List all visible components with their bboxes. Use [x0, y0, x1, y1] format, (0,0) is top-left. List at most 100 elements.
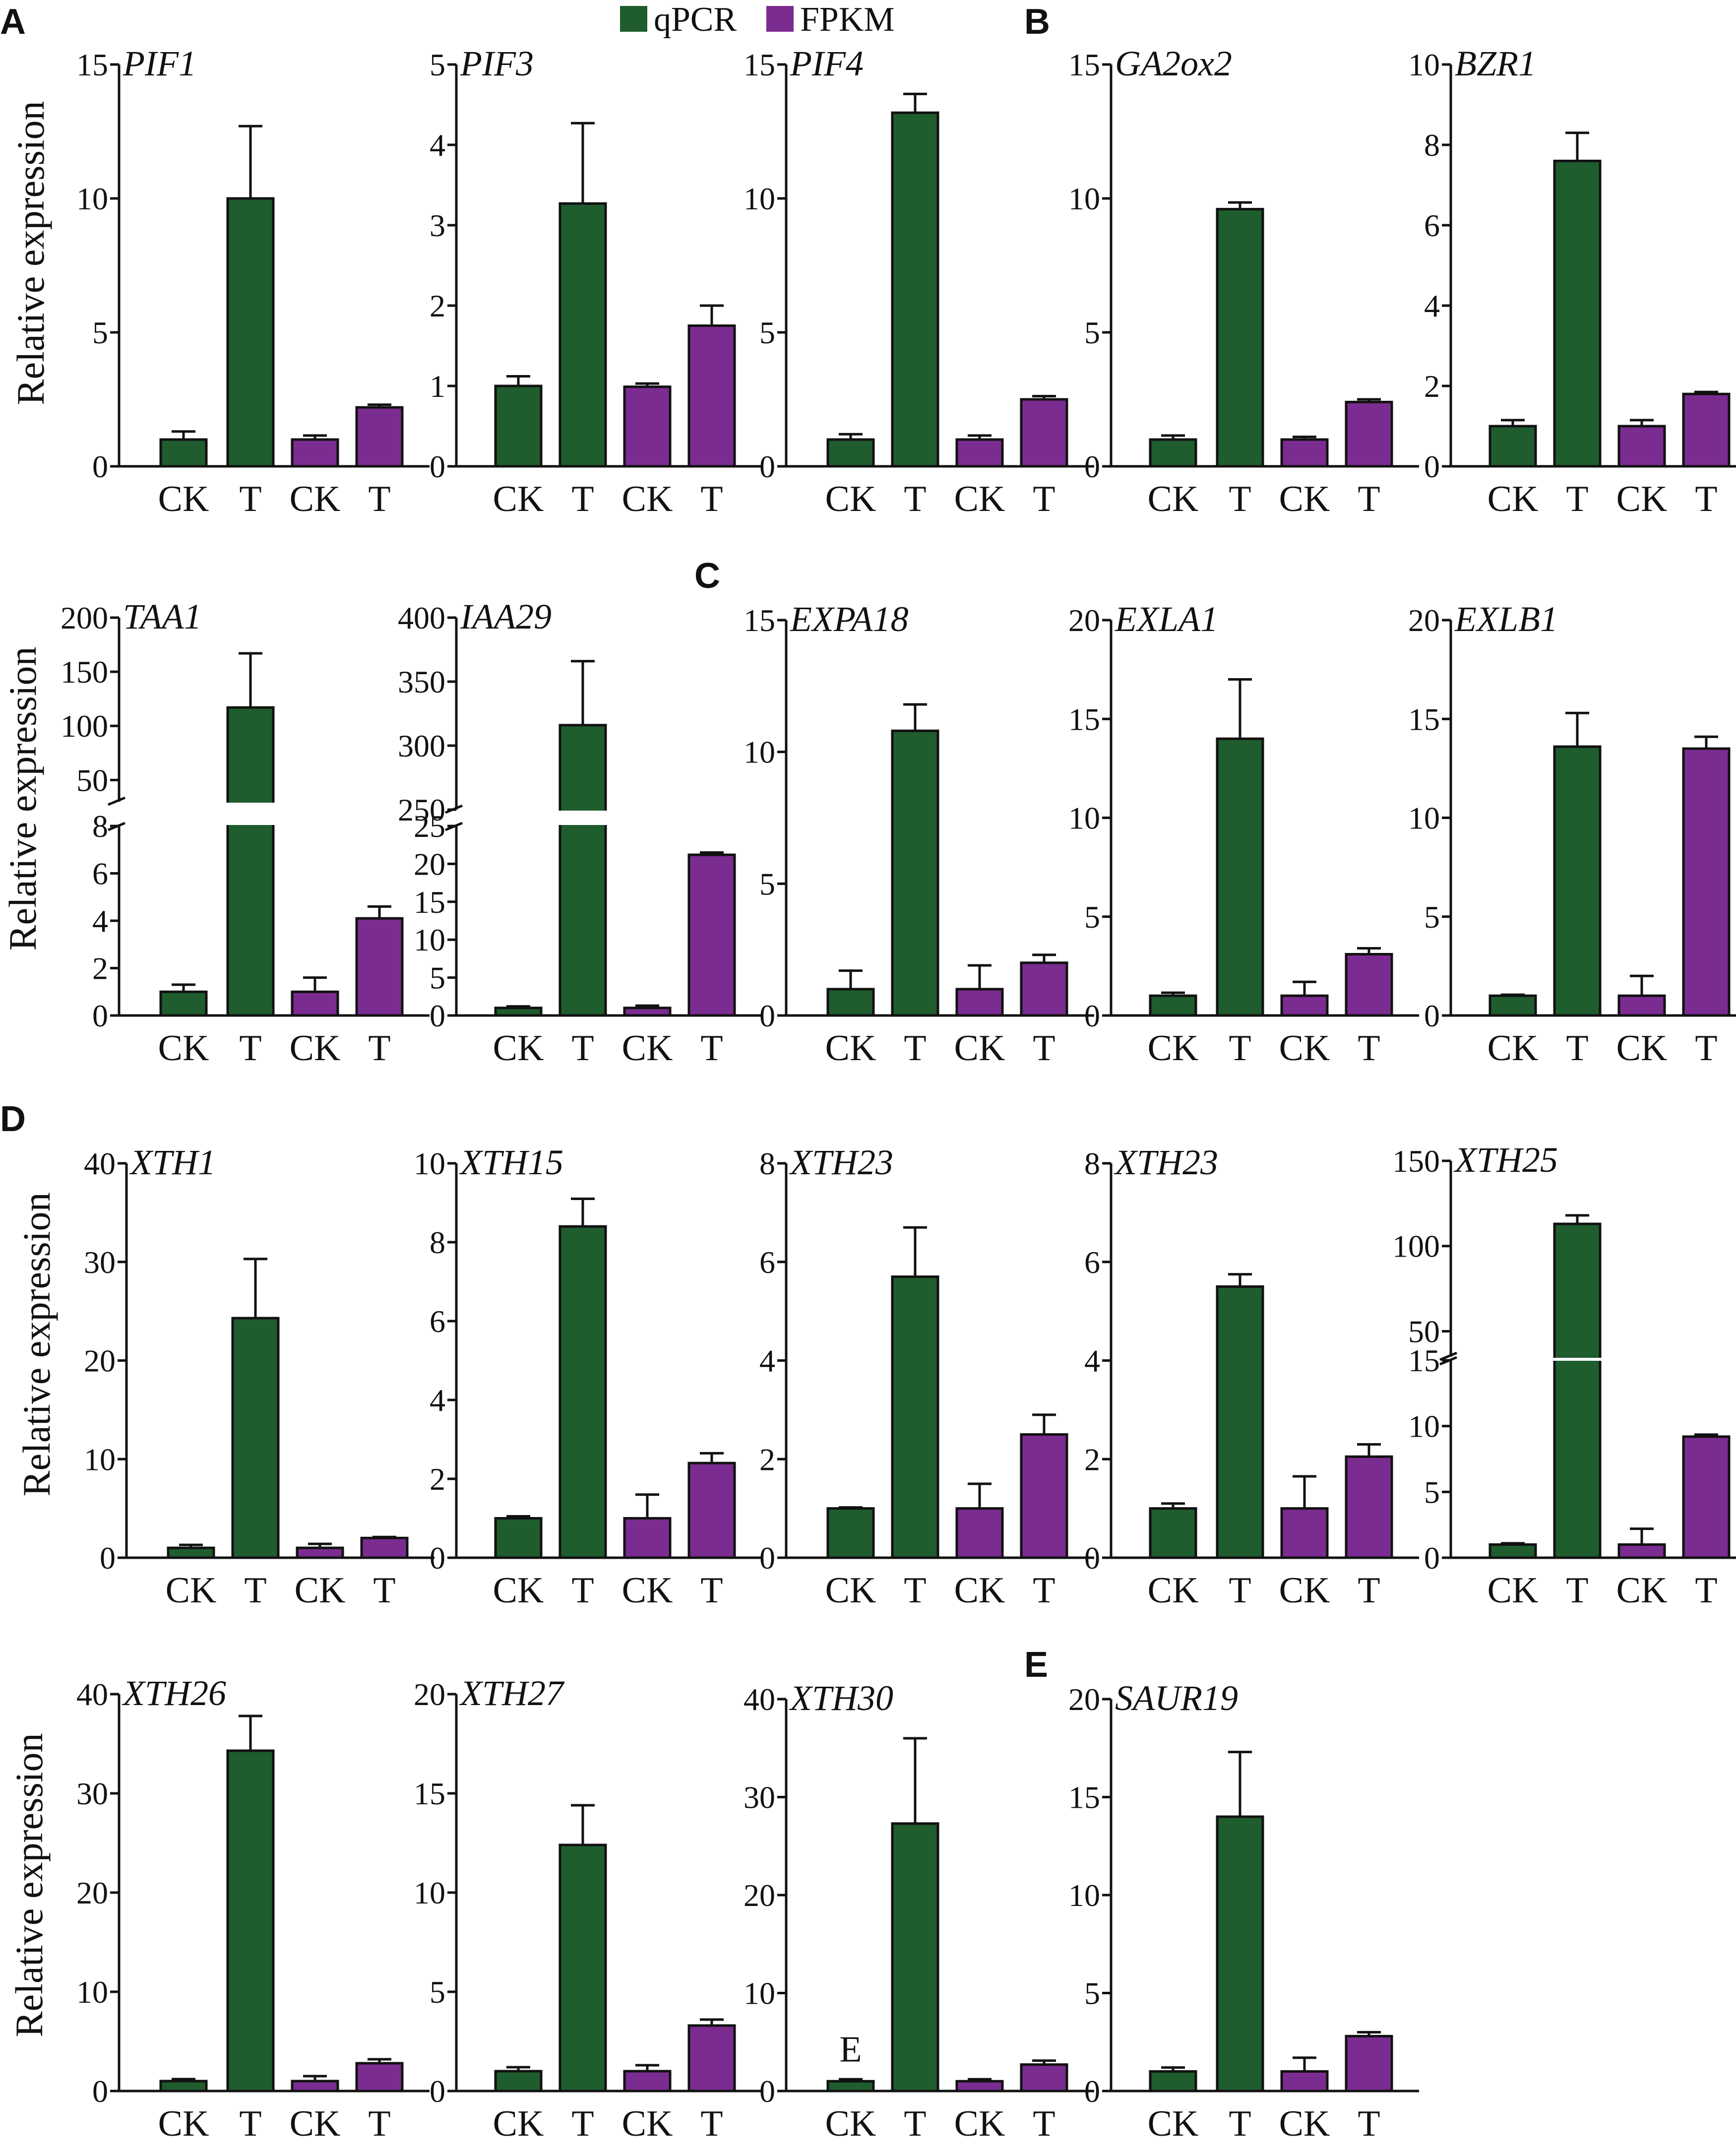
y-tick-label: 5: [1084, 315, 1100, 350]
y-tick-label: 15: [744, 47, 775, 82]
bar-iaa29-2: [558, 724, 607, 1017]
axis-break-mark-upper: [1439, 1351, 1457, 1361]
y-tick-label: 0: [1084, 1540, 1100, 1576]
bar-xth15-2: [558, 1225, 607, 1559]
chart-18: 0 10 20 30 40 XTH30 CK T CK T E: [744, 1678, 1094, 2144]
category-label: T: [1695, 479, 1717, 519]
gene-title-ga2ox2: GA2ox2: [1115, 44, 1232, 83]
bar-xth1-3: [296, 1546, 344, 1559]
legend: qPCR FPKM: [620, 0, 895, 39]
chart-19: 0 5 10 15 20 SAUR19 CK T CK T: [1068, 1678, 1419, 2144]
y-tick-label: 6: [92, 856, 108, 891]
category-label: CK: [158, 2103, 209, 2144]
y-tick-label: 10: [414, 922, 445, 957]
y-tick-label: 2: [430, 1461, 445, 1497]
axis-break-mark-upper: [108, 796, 125, 806]
category-label: CK: [158, 479, 209, 519]
bar-xth1-1: [167, 1546, 215, 1559]
gene-title-xth15: XTH15: [459, 1142, 563, 1182]
bar-bzr1-1: [1488, 425, 1537, 468]
bar-pif1-3: [291, 438, 339, 468]
bar-expa18-1: [826, 988, 875, 1017]
category-label: T: [1566, 1570, 1588, 1611]
y-tick-label: 10: [744, 1976, 775, 2011]
bar-xth23-4: [1020, 1433, 1068, 1559]
category-label: CK: [1279, 479, 1330, 519]
bar-break-gap: [226, 803, 275, 825]
bar-xth26-2: [226, 1749, 275, 2093]
bar-exla1-2: [1216, 737, 1264, 1017]
chart-16: 0 10 20 30 40 XTH26 CK T CK T: [76, 1673, 430, 2144]
gene-title-xth25: XTH25: [1453, 1140, 1558, 1180]
category-label: CK: [954, 1570, 1005, 1611]
gene-title-xth23: XTH23: [789, 1142, 893, 1182]
y-tick-label: 0: [430, 449, 445, 484]
chart-1: 0 5 10 15 PIF1 CK T CK T: [76, 44, 430, 519]
category-label: CK: [290, 1028, 341, 1069]
bar-xth25-1: [1488, 1543, 1537, 1559]
panel-letter-e: E: [1024, 1645, 1048, 1685]
y-tick-label: 10: [76, 181, 108, 216]
bar-pif3-1: [494, 384, 543, 468]
y-tick-label: 15: [1408, 1343, 1440, 1378]
y-tick-label: 30: [84, 1245, 116, 1280]
y-tick-label: 5: [1084, 1976, 1100, 2011]
legend-swatch-qpcr: [620, 6, 647, 32]
y-tick-label: 0: [100, 1540, 116, 1576]
category-label: CK: [954, 479, 1005, 519]
bar-pif1-4: [355, 406, 404, 468]
category-label: T: [1358, 2103, 1380, 2144]
bar-xth26-4: [355, 2062, 404, 2093]
category-label: T: [1566, 1028, 1588, 1069]
y-tick-label: 0: [430, 1540, 445, 1576]
bar-bzr1-3: [1617, 425, 1666, 468]
chart-13: 0 2 4 6 8 XTH23 CK T CK T: [759, 1142, 1094, 1611]
category-label: CK: [290, 479, 341, 519]
category-label: T: [904, 479, 926, 519]
bar-exlb1-1: [1488, 994, 1537, 1017]
bar-xth25-2: [1553, 1222, 1602, 1559]
category-label: T: [368, 1028, 390, 1069]
bar-xth25-3: [1617, 1543, 1666, 1559]
bar-expa18-3: [955, 988, 1004, 1017]
bar-xth30-2: [891, 1822, 939, 2093]
category-label: T: [373, 1570, 395, 1611]
y-tick-label: 2: [759, 1442, 775, 1477]
bar-break-gap: [558, 811, 608, 825]
y-tick-label: 10: [1068, 801, 1100, 836]
y-tick-label: 15: [1068, 47, 1100, 82]
y-tick-label: 40: [744, 1682, 775, 1717]
category-label: T: [700, 1028, 723, 1069]
bar-ga2ox2-4: [1345, 400, 1393, 468]
y-tick-label: 4: [1424, 288, 1440, 323]
category-label: T: [700, 479, 723, 519]
chart-9: 0 5 10 15 20 EXLA1 CK T CK T: [1068, 599, 1419, 1069]
chart-6: 0 2 4 6 8 50 100 150 200 TAA1 CK T CK T: [61, 597, 430, 1069]
gene-title-xth26: XTH26: [122, 1673, 226, 1713]
gene-title-bzr1: BZR1: [1455, 44, 1536, 83]
bar-xth26-1: [159, 2080, 208, 2093]
y-tick-label: 0: [92, 2074, 108, 2109]
y-tick-label: 20: [1068, 603, 1100, 638]
y-tick-label: 20: [84, 1343, 116, 1379]
y-tick-label: 20: [1068, 1682, 1100, 1717]
y-tick-label: 2: [1084, 1442, 1100, 1477]
category-label: CK: [166, 1570, 217, 1611]
bar-expa18-4: [1020, 961, 1068, 1017]
gene-title-exla1: EXLA1: [1115, 599, 1218, 639]
bar-taa1-3: [291, 990, 339, 1017]
category-label: T: [368, 479, 390, 519]
category-label: CK: [1616, 479, 1668, 519]
y-tick-label: 300: [398, 728, 445, 763]
y-tick-label: 10: [84, 1442, 116, 1477]
y-tick-label: 20: [744, 1878, 775, 1913]
chart-5: 0 2 4 6 8 10 BZR1 CK T CK T: [1408, 44, 1736, 519]
y-tick-label: 0: [92, 998, 108, 1033]
y-tick-label: 15: [1068, 1780, 1100, 1815]
y-tick-label: 5: [92, 315, 108, 350]
bar-xth23-3: [1280, 1507, 1329, 1559]
